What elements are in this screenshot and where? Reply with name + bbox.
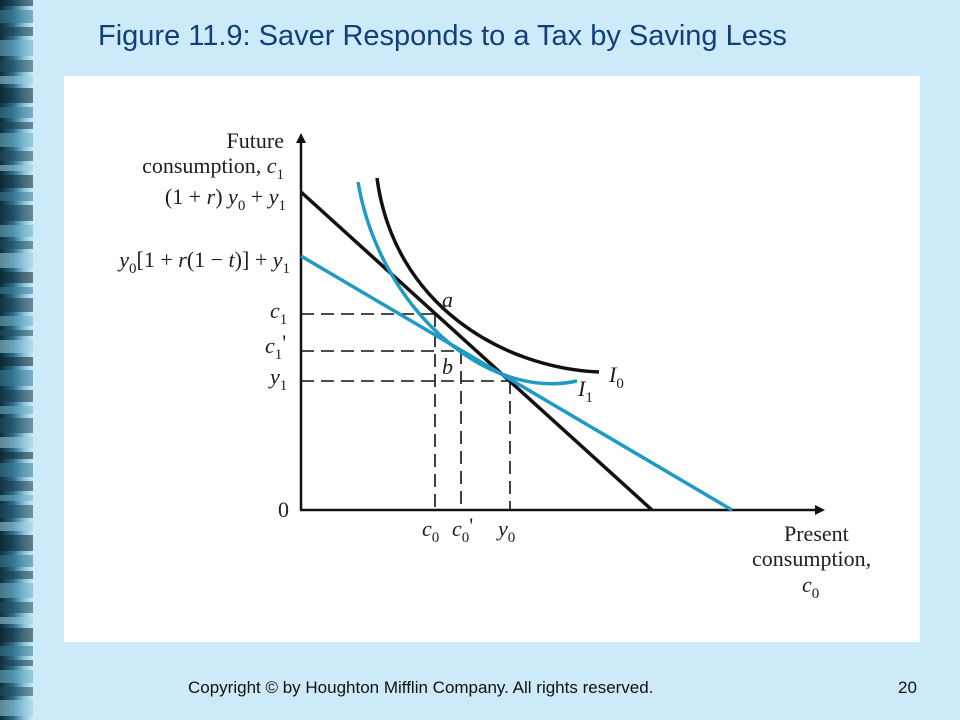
indifference-curve-I1 [356,181,578,386]
strip-band [0,628,33,642]
strip-band [0,495,33,501]
y-axis-title-line1: Future [227,128,284,153]
strip-band [0,330,33,336]
strip-band [0,535,33,551]
post-tax-budget-line [300,254,733,512]
strip-band [0,452,33,459]
strip-band [0,253,33,268]
strip-band [0,0,33,6]
strip-band [0,133,33,147]
tick-label-y1: y1 [268,364,287,394]
strip-band [0,60,33,72]
strip-band [0,40,33,56]
diagram-panel: Future consumption, c1 (1 + r) y0 + y1 y… [64,76,920,642]
strip-band [0,192,33,201]
tick-label-c0: c0 [422,516,439,546]
page-number: 20 [898,678,917,697]
strip-band [0,370,33,386]
strip-band [0,88,33,103]
curve-label-I0: I0 [608,362,624,392]
strip-band [0,406,33,414]
strip-band [0,437,33,448]
strip-band [0,670,33,683]
point-label-b: b [442,354,453,379]
tick-label-c1-prime: c1' [265,330,286,363]
slide-title: Figure 11.9: Saver Responds to a Tax by … [98,20,787,52]
strip-band [0,418,33,433]
curve-label-I1: I1 [577,376,593,406]
strip-band [0,225,33,237]
strip-band [0,10,33,23]
strip-band [0,298,33,312]
point-label-a: a [442,287,453,312]
x-axis-title-var: c0 [802,572,819,602]
tick-label-c1: c1 [270,298,287,328]
tick-label-y0: y0 [496,516,515,546]
x-axis-title-line1: Present [784,521,849,546]
strip-band [0,583,33,598]
strip-band [0,340,33,353]
strip-band [0,316,33,326]
strip-band [0,602,33,613]
strip-band [0,27,33,36]
strip-band [0,646,33,656]
copyright-footer: Copyright © by Houghton Mifflin Company.… [188,678,654,697]
strip-band [0,571,33,579]
label-post-tax-intercept: y0[1 + r(1 − t)] + y1 [117,247,290,277]
strip-band [0,505,33,518]
x-axis-title-line2: consumption, [752,546,871,571]
strip-band [0,175,33,188]
strip-band [0,481,33,491]
strip-band [0,151,33,161]
pre-tax-budget-line [299,190,654,512]
strip-band [0,76,33,84]
strip-band [0,357,33,366]
indifference-curve-I0 [375,177,600,374]
strip-band [0,390,33,402]
label-pre-tax-intercept: (1 + r) y0 + y1 [165,184,286,214]
strip-band [0,205,33,221]
strip-band [0,617,33,624]
strip-band [0,272,33,283]
decorative-left-strip [0,0,33,720]
strip-band [0,660,33,666]
y-axis-title-line2: consumption, c1 [142,153,284,183]
strip-band [0,522,33,531]
strip-band [0,165,33,171]
strip-band [0,687,33,696]
strip-band [0,241,33,249]
consumption-tax-diagram: Future consumption, c1 (1 + r) y0 + y1 y… [117,128,871,602]
tick-label-c0-prime: c0' [452,513,473,546]
strip-band [0,555,33,567]
origin-label: 0 [278,497,289,522]
strip-band [0,700,33,716]
strip-band [0,463,33,477]
strip-band [0,287,33,294]
strip-band [0,122,33,129]
strip-band [0,107,33,118]
